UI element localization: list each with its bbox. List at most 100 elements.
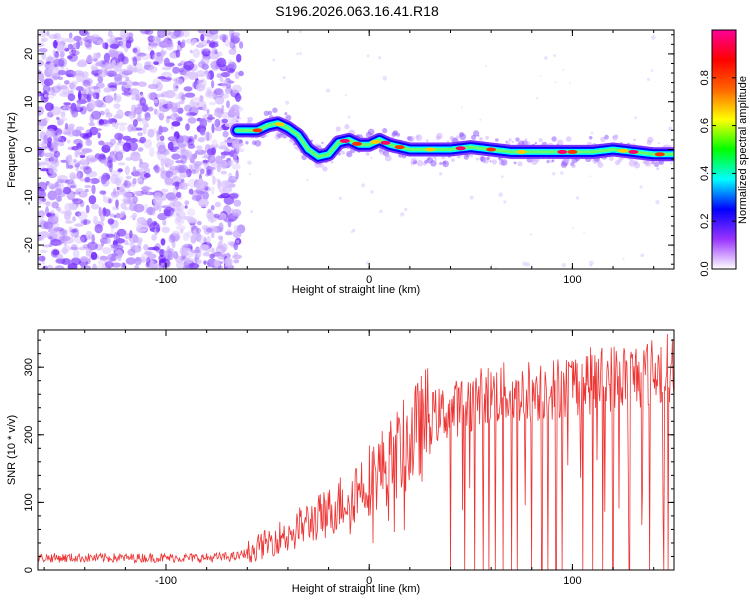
noise-speckle [54,188,63,196]
noise-speckle [236,148,245,153]
noise-speckle [67,164,74,169]
noise-speckle [199,95,204,102]
noise-speckle [162,219,167,226]
noise-speckle [56,195,62,202]
noise-speckle [233,225,241,231]
noise-speckle [655,200,660,205]
signal-halo [597,162,604,168]
noise-speckle [184,200,190,206]
noise-speckle [634,116,637,120]
noise-speckle [219,251,226,260]
noise-speckle [196,80,200,84]
noise-speckle [90,203,100,210]
noise-speckle [92,85,99,90]
noise-speckle [38,106,45,116]
noise-speckle [185,111,197,117]
noise-speckle [94,153,102,160]
signal-halo [609,156,614,162]
noise-speckle [48,34,58,40]
noise-speckle [101,241,105,247]
noise-speckle [205,91,217,99]
noise-speckle [589,175,591,177]
noise-speckle [67,154,73,162]
signal-halo [439,162,443,165]
colorbar-tick-label: 0.2 [699,214,711,229]
noise-speckle [366,54,370,58]
noise-speckle [57,210,67,214]
noise-speckle [69,82,75,90]
x-tick-label: 100 [563,274,581,286]
noise-speckle [224,257,233,267]
noise-speckle [93,58,99,62]
noise-speckle [216,57,227,68]
noise-speckle [56,43,65,53]
noise-speckle [206,235,211,245]
noise-speckle [64,80,70,85]
noise-speckle [161,165,165,175]
noise-speckle [117,122,128,126]
noise-speckle [382,76,388,81]
noise-speckle [143,173,151,178]
noise-speckle [177,40,181,46]
noise-speckle [56,37,67,44]
noise-speckle [179,172,188,178]
noise-speckle [210,205,215,211]
noise-speckle [206,36,211,44]
noise-speckle [92,92,100,100]
noise-speckle [72,216,77,222]
noise-speckle [125,31,134,38]
noise-speckle [110,225,115,234]
noise-speckle [42,244,52,248]
signal-halo [508,138,512,142]
signal-halo [551,159,555,162]
noise-speckle [41,51,47,60]
noise-speckle [132,191,142,195]
noise-speckle [47,228,59,234]
noise-speckle [190,249,201,254]
signal-halo [524,138,528,141]
noise-speckle [131,126,139,132]
noise-speckle [203,260,207,265]
noise-speckle [72,249,80,259]
noise-speckle [39,250,48,253]
noise-speckle [147,83,159,90]
noise-speckle [232,37,239,44]
noise-speckle [198,136,206,143]
noise-speckle [63,102,72,106]
noise-speckle [571,226,574,229]
noise-speckle [101,144,111,153]
noise-speckle [48,110,52,117]
noise-speckle [154,166,163,173]
noise-speckle [219,76,224,82]
noise-speckle [87,241,98,251]
noise-speckle [158,113,165,121]
signal-halo [330,161,334,164]
signal-halo [272,107,278,113]
noise-speckle [136,68,146,74]
noise-speckle [188,188,194,195]
noise-speckle [136,228,148,232]
noise-speckle [224,86,233,95]
noise-speckle [77,150,81,156]
noise-speckle [530,233,533,236]
noise-speckle [211,167,216,170]
noise-speckle [111,59,116,69]
colorbar-label: Normalized spectral amplitude [737,76,749,224]
noise-speckle [104,108,110,115]
noise-speckle [70,102,77,112]
noise-speckle [193,229,197,239]
noise-speckle [211,186,215,195]
noise-speckle [129,215,137,219]
noise-speckle [143,244,149,251]
noise-speckle [236,53,242,63]
noise-speckle [140,171,149,180]
noise-speckle [149,223,155,231]
noise-speckle [136,52,147,57]
noise-speckle [233,259,240,264]
noise-speckle [113,231,118,242]
noise-speckle [217,179,222,190]
noise-speckle [188,138,193,143]
snr-line [38,333,674,570]
noise-speckle [105,61,109,72]
noise-speckle [100,212,105,222]
